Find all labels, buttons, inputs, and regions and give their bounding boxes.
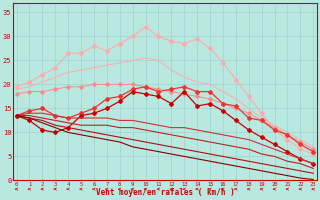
X-axis label: Vent moyen/en rafales ( km/h ): Vent moyen/en rafales ( km/h ) <box>96 188 234 197</box>
